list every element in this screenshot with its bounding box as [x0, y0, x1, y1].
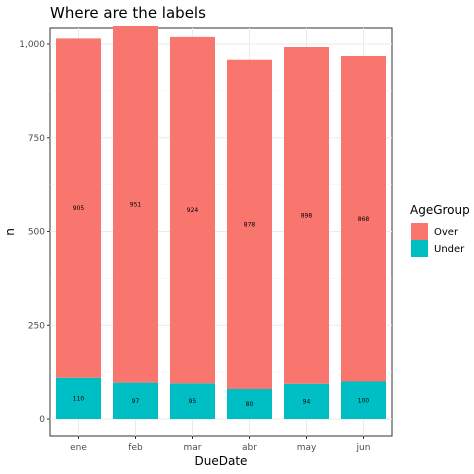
bar-over-abr	[227, 59, 272, 389]
bar-under-may	[284, 383, 329, 419]
y-tick-label: 750	[28, 134, 45, 144]
data-label-over-may: 898	[301, 212, 313, 219]
data-label-under-jun: 100	[358, 397, 370, 404]
x-axis-title: DueDate	[195, 454, 248, 468]
y-axis-ticks: 0 250 500 750 1,000	[19, 40, 50, 425]
data-label-over-jun: 868	[358, 216, 370, 223]
bar-under-feb	[113, 382, 158, 419]
data-label-under-abr: 80	[246, 401, 254, 408]
x-axis-ticks: ene feb mar abr may jun	[70, 436, 370, 453]
legend-label-under: Under	[434, 244, 465, 255]
legend: AgeGroup Over Under	[410, 203, 470, 257]
bar-over-ene	[56, 38, 101, 378]
x-tick-label-mar: mar	[184, 443, 202, 453]
y-tick-label: 0	[39, 415, 45, 425]
bar-over-mar	[170, 36, 215, 384]
y-tick-label: 250	[28, 321, 45, 331]
data-label-over-ene: 905	[73, 205, 85, 212]
chart-title: Where are the labels	[50, 4, 206, 22]
bar-under-abr	[227, 389, 272, 419]
data-label-over-feb: 951	[130, 201, 142, 208]
bar-under-jun	[341, 381, 386, 419]
bar-under-mar	[170, 383, 215, 419]
data-label-under-may: 94	[303, 398, 311, 405]
bar-over-jun	[341, 56, 386, 382]
x-tick-label-ene: ene	[70, 443, 87, 453]
x-tick-label-feb: feb	[128, 443, 143, 453]
legend-label-over: Over	[434, 227, 459, 238]
data-label-over-mar: 924	[187, 207, 199, 214]
data-label-under-feb: 97	[132, 398, 140, 405]
x-tick-label-jun: jun	[356, 443, 371, 453]
bar-over-may	[284, 47, 329, 384]
bar-under-ene	[56, 377, 101, 419]
data-labels: 110 905 97 951 95 924 80 878 94 898 100 868	[73, 201, 370, 408]
data-label-under-ene: 110	[73, 395, 85, 402]
y-tick-label: 1,000	[19, 40, 45, 50]
data-label-under-mar: 95	[189, 398, 197, 405]
bar-over-feb	[113, 26, 158, 383]
legend-title: AgeGroup	[410, 203, 470, 217]
x-tick-label-may: may	[297, 443, 317, 453]
bars	[56, 26, 386, 419]
y-tick-label: 500	[28, 228, 45, 238]
legend-key-over	[411, 223, 428, 240]
x-tick-label-abr: abr	[242, 443, 257, 453]
legend-key-under	[411, 240, 428, 257]
data-label-over-abr: 878	[244, 221, 256, 228]
y-axis-title: n	[3, 228, 17, 236]
